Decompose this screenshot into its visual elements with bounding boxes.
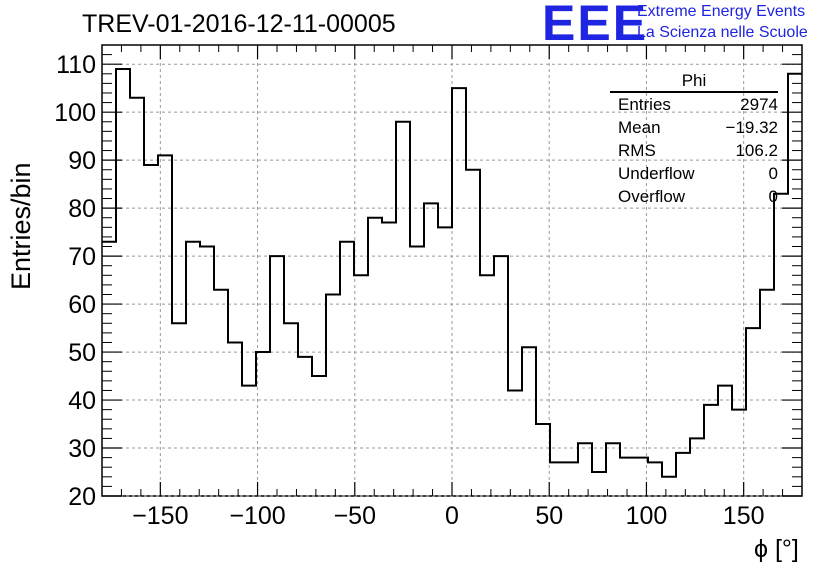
x-tick-label: −100 (229, 502, 285, 530)
y-axis-label: Entries/bin (6, 162, 36, 290)
y-tick-label: 60 (68, 291, 96, 319)
stats-label: Mean (618, 118, 661, 137)
y-tick-label: 50 (68, 339, 96, 367)
eee-logo: EEE (542, 0, 649, 51)
stats-box: Phi Entries 2974 Mean −19.32 RMS 106.2 U… (610, 70, 778, 208)
x-tick-label: −50 (334, 502, 376, 530)
y-tick-label: 20 (68, 483, 96, 511)
stats-row-underflow: Underflow 0 (610, 162, 778, 185)
stats-row-entries: Entries 2974 (610, 93, 778, 116)
stats-label: Overflow (618, 187, 686, 206)
stats-value: 2974 (740, 95, 778, 114)
x-tick-label: −150 (132, 502, 188, 530)
y-tick-label: 90 (68, 147, 96, 175)
x-tick-label: 100 (626, 502, 668, 530)
tick-labels: −150 −100 −50 0 50 100 150 20 30 40 50 60 70 80 90 100 1… (54, 51, 764, 530)
stats-value: 106.2 (735, 141, 778, 160)
logo-line-2: La Scienza nelle Scuole (637, 24, 808, 41)
y-tick-label: 110 (56, 51, 96, 79)
histogram-line (102, 67, 802, 478)
logo-line-1: Extreme Energy Events (637, 3, 806, 20)
stats-row-mean: Mean −19.32 (610, 116, 778, 139)
stats-label: Entries (618, 95, 671, 114)
stats-value: 0 (768, 187, 778, 206)
x-tick-label: 150 (723, 502, 765, 530)
axis-ticks (102, 44, 802, 497)
x-axis-label: ϕ [°] (754, 535, 799, 563)
x-tick-label: 0 (445, 502, 459, 530)
y-tick-label: 100 (54, 99, 96, 127)
stats-row-overflow: Overflow 0 (610, 185, 778, 208)
stats-title: Phi (610, 70, 778, 93)
x-tick-label: 50 (535, 502, 563, 530)
stats-row-rms: RMS 106.2 (610, 139, 778, 162)
stats-value: −19.32 (725, 118, 778, 137)
plot-title: TREV-01-2016-12-11-00005 (82, 10, 396, 38)
stats-label: RMS (618, 141, 656, 160)
y-tick-label: 70 (68, 243, 96, 271)
y-tick-label: 80 (68, 195, 96, 223)
stats-value: 0 (768, 164, 778, 183)
y-tick-label: 40 (68, 387, 96, 415)
stats-label: Underflow (618, 164, 695, 183)
y-tick-label: 30 (68, 435, 96, 463)
